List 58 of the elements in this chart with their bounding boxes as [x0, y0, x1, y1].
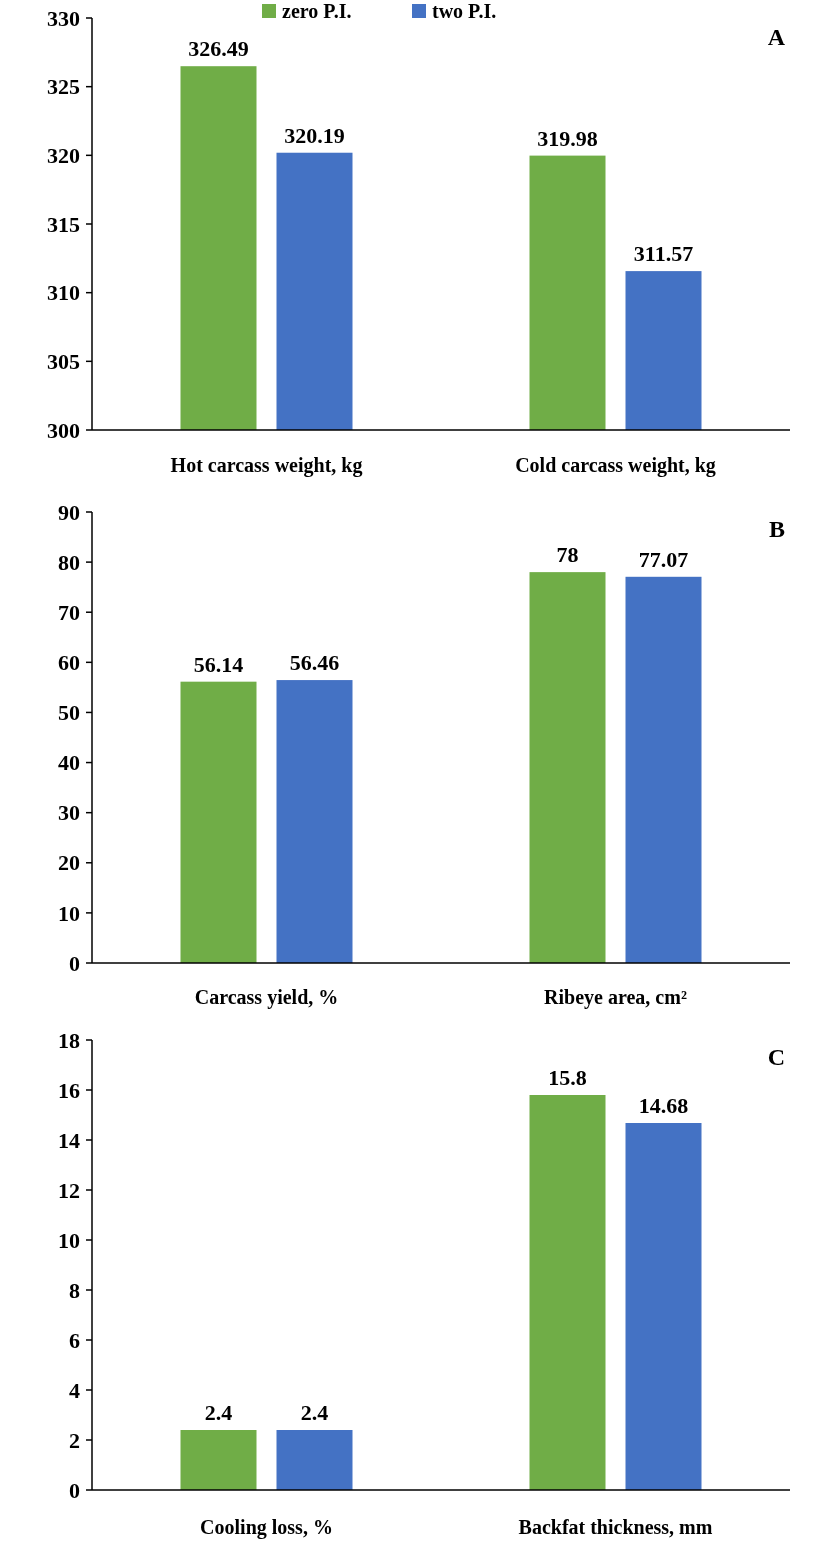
- y-tick-label: 320: [47, 143, 80, 169]
- y-tick-label: 50: [58, 700, 80, 726]
- data-label: 311.57: [633, 241, 694, 267]
- y-tick-label: 6: [69, 1327, 80, 1353]
- y-tick-label: 300: [47, 417, 80, 443]
- data-label: 2.4: [300, 1400, 329, 1425]
- bar: [276, 680, 353, 963]
- y-tick-label: 20: [58, 850, 80, 876]
- y-tick-label: 70: [58, 599, 80, 625]
- y-tick-label: 60: [58, 650, 80, 676]
- data-label: 15.8: [548, 1065, 587, 1090]
- data-label: 326.49: [188, 36, 249, 62]
- y-tick-label: 8: [69, 1277, 80, 1303]
- data-label: 2.4: [204, 1400, 233, 1425]
- chart-title: A: [767, 23, 786, 50]
- x-tick-label: Carcass yield, %: [194, 986, 339, 1009]
- x-tick-label: Hot carcass weight, kg: [170, 454, 363, 477]
- x-tick-label: Cold carcass weight, kg: [515, 454, 716, 477]
- y-tick-label: 30: [58, 800, 80, 826]
- data-label: 77.07: [638, 546, 689, 572]
- x-tick-label: Ribeye area, cm²: [544, 986, 687, 1009]
- bar: [529, 1095, 606, 1490]
- y-tick-label: 10: [58, 900, 80, 926]
- y-tick-label: 80: [58, 549, 80, 575]
- data-label: 56.46: [289, 650, 340, 676]
- y-tick-label: 310: [47, 280, 80, 306]
- legend-label: zero P.I.: [282, 0, 352, 22]
- y-tick-label: 0: [69, 1477, 80, 1503]
- y-tick-label: 315: [47, 211, 80, 237]
- chart-title: B: [768, 515, 785, 542]
- bar: [625, 1123, 702, 1490]
- y-tick-label: 12: [58, 1177, 80, 1203]
- chart-title: C: [767, 1043, 785, 1070]
- y-tick-label: 4: [69, 1377, 80, 1403]
- y-tick-label: 10: [58, 1227, 80, 1253]
- bar: [276, 1430, 353, 1490]
- bar: [180, 681, 257, 963]
- y-tick-label: 325: [47, 74, 80, 100]
- y-tick-label: 14: [58, 1127, 80, 1153]
- data-label: 319.98: [537, 125, 598, 151]
- y-tick-label: 305: [47, 349, 80, 375]
- y-tick-label: 18: [58, 1027, 80, 1053]
- bar: [180, 1430, 257, 1490]
- x-tick-label: Backfat thickness, mm: [518, 1516, 713, 1538]
- y-tick-label: 2: [69, 1427, 80, 1453]
- y-tick-label: 16: [58, 1077, 80, 1103]
- y-tick-label: 0: [69, 950, 80, 976]
- y-tick-label: 330: [47, 5, 80, 31]
- data-label: 78: [556, 542, 579, 568]
- y-tick-label: 90: [58, 499, 80, 525]
- data-label: 56.14: [193, 651, 244, 677]
- data-label: 14.68: [638, 1093, 689, 1118]
- x-tick-label: Cooling loss, %: [200, 1516, 333, 1539]
- legend-label: two P.I.: [432, 0, 497, 22]
- bar: [625, 576, 702, 963]
- data-label: 320.19: [284, 122, 345, 148]
- y-tick-label: 40: [58, 750, 80, 776]
- bar: [529, 572, 606, 963]
